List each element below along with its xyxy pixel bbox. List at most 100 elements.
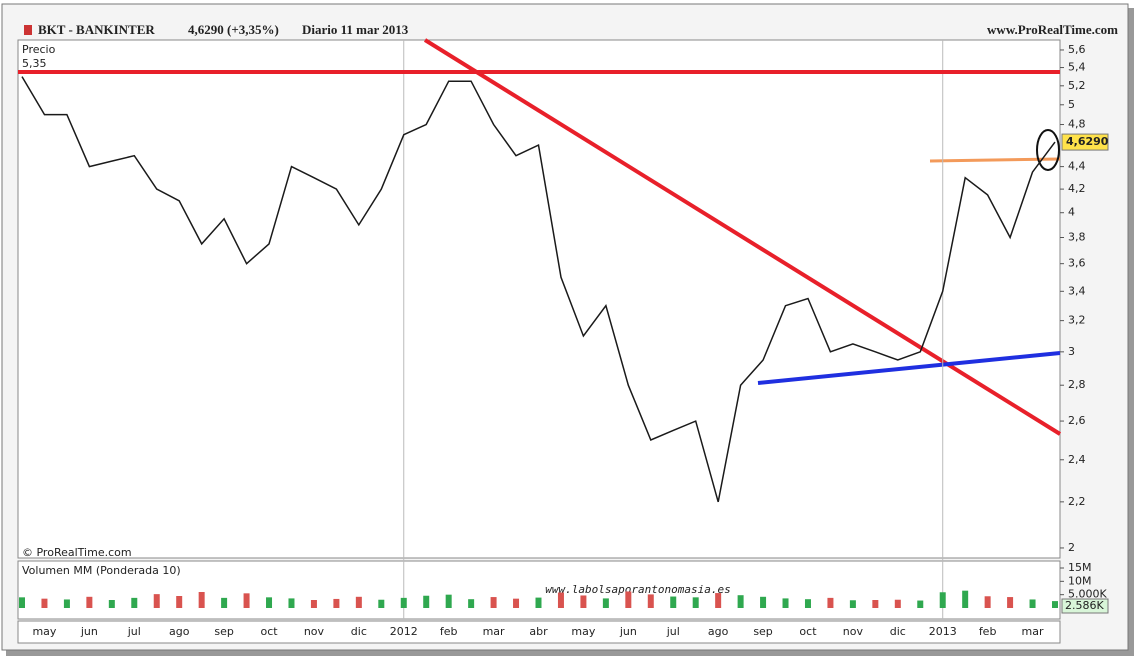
volume-bar <box>310 600 317 608</box>
y-tick-label: 2 <box>1068 541 1075 554</box>
x-axis-panel <box>17 620 1061 644</box>
volume-bar <box>153 594 160 608</box>
volume-bar <box>131 597 138 608</box>
volume-bar <box>917 600 924 608</box>
volume-bar <box>849 600 856 608</box>
x-tick-label: jul <box>666 625 680 638</box>
volume-bar <box>827 597 834 608</box>
volume-bar <box>198 592 205 608</box>
volume-panel <box>17 560 1061 620</box>
volume-bar <box>984 596 991 608</box>
x-tick-label: mar <box>483 625 505 638</box>
y-tick-label: 2,2 <box>1068 495 1086 508</box>
volume-bar <box>378 599 385 608</box>
trendline <box>423 38 1062 436</box>
volume-bar <box>108 600 115 608</box>
volume-bar <box>468 599 475 608</box>
last-price-box <box>1061 133 1109 151</box>
volume-bar <box>19 597 25 608</box>
volume-bar <box>647 594 654 608</box>
x-tick-label: oct <box>799 625 817 638</box>
period: Diario 11 mar 2013 <box>302 22 409 37</box>
volume-bar <box>715 593 722 608</box>
volume-bar <box>872 600 879 608</box>
y-tick-label: 4 <box>1068 206 1075 219</box>
volume-bar <box>782 598 789 608</box>
y-tick-label: 3,6 <box>1068 257 1086 270</box>
volume-bar <box>760 596 767 608</box>
volume-bar <box>625 591 632 608</box>
x-tick-label: jun <box>80 625 98 638</box>
highlight <box>1036 129 1060 171</box>
last-volume-box <box>1061 598 1109 614</box>
volume-bar <box>1007 597 1014 608</box>
x-tick-label: 2013 <box>929 625 957 638</box>
support-line <box>757 351 1061 385</box>
volume-bar <box>86 596 93 608</box>
volume-bar <box>63 599 70 608</box>
x-tick-label: jun <box>619 625 637 638</box>
y-tick-label: 4,2 <box>1068 182 1086 195</box>
x-tick-label: abr <box>529 625 548 638</box>
y-tick-label: 4,8 <box>1068 118 1086 131</box>
volume-bar <box>557 592 564 608</box>
volume-bar <box>1052 601 1058 608</box>
y-tick-label: 2,6 <box>1068 414 1086 427</box>
volume-bar <box>333 598 340 608</box>
price-line <box>21 76 1056 503</box>
x-tick-label: 2012 <box>390 625 418 638</box>
price-panel <box>17 39 1061 559</box>
y-tick-label: 5 <box>1068 98 1075 111</box>
volume-bar <box>176 596 183 608</box>
volume-title: Volumen MM (Ponderada 10) <box>22 564 181 577</box>
volume-bar <box>804 599 811 608</box>
x-tick-label: dic <box>890 625 906 638</box>
volume-bar <box>737 595 744 608</box>
watermark: www.labolsaporantonomasia.es <box>545 583 730 596</box>
volume-bar <box>266 597 273 608</box>
price-title: Precio <box>22 43 56 56</box>
volume-bar <box>535 597 542 608</box>
x-tick-label: feb <box>979 625 997 638</box>
volume-bar <box>221 597 228 608</box>
y-tick-label: 4,4 <box>1068 160 1086 173</box>
x-tick-label: sep <box>214 625 233 638</box>
y-tick-label: 2,4 <box>1068 453 1086 466</box>
volume-bar <box>513 598 520 608</box>
copyright: © ProRealTime.com <box>22 546 132 559</box>
x-tick-label: mar <box>1022 625 1044 638</box>
volume-bar <box>243 593 250 608</box>
volume-bar <box>41 598 48 608</box>
x-tick-label: dic <box>351 625 367 638</box>
volume-bar <box>445 594 452 608</box>
ticker: BKT - BANKINTER <box>38 22 155 37</box>
x-tick-label: feb <box>440 625 458 638</box>
volume-bar <box>355 596 362 608</box>
x-tick-label: may <box>571 625 595 638</box>
x-tick-label: nov <box>304 625 325 638</box>
source: www.ProRealTime.com <box>987 22 1118 37</box>
x-tick-label: ago <box>708 625 729 638</box>
y-tick-label: 5.000K <box>1068 588 1107 601</box>
volume-bar <box>602 598 609 608</box>
volume-bar <box>423 595 430 608</box>
volume-bar <box>490 597 497 608</box>
volume-bar <box>288 598 295 608</box>
volume-bar <box>1029 599 1036 608</box>
level-label: 5,35 <box>22 57 47 70</box>
y-tick-label: 5,4 <box>1068 61 1086 74</box>
x-tick-label: sep <box>753 625 772 638</box>
volume-bar <box>400 597 407 608</box>
volume-bar <box>580 595 587 608</box>
price-text: 4,6290 (+3,35%) <box>188 22 279 37</box>
y-tick-label: 3,2 <box>1068 314 1086 327</box>
volume-bar <box>670 596 677 608</box>
y-tick-label: 15M <box>1068 561 1092 574</box>
volume-bar <box>894 599 901 608</box>
y-tick-label: 3,4 <box>1068 284 1086 297</box>
last-volume-label: 2.586K <box>1065 599 1104 612</box>
x-tick-label: ago <box>169 625 190 638</box>
icon <box>24 25 32 35</box>
x-tick-label: nov <box>843 625 864 638</box>
